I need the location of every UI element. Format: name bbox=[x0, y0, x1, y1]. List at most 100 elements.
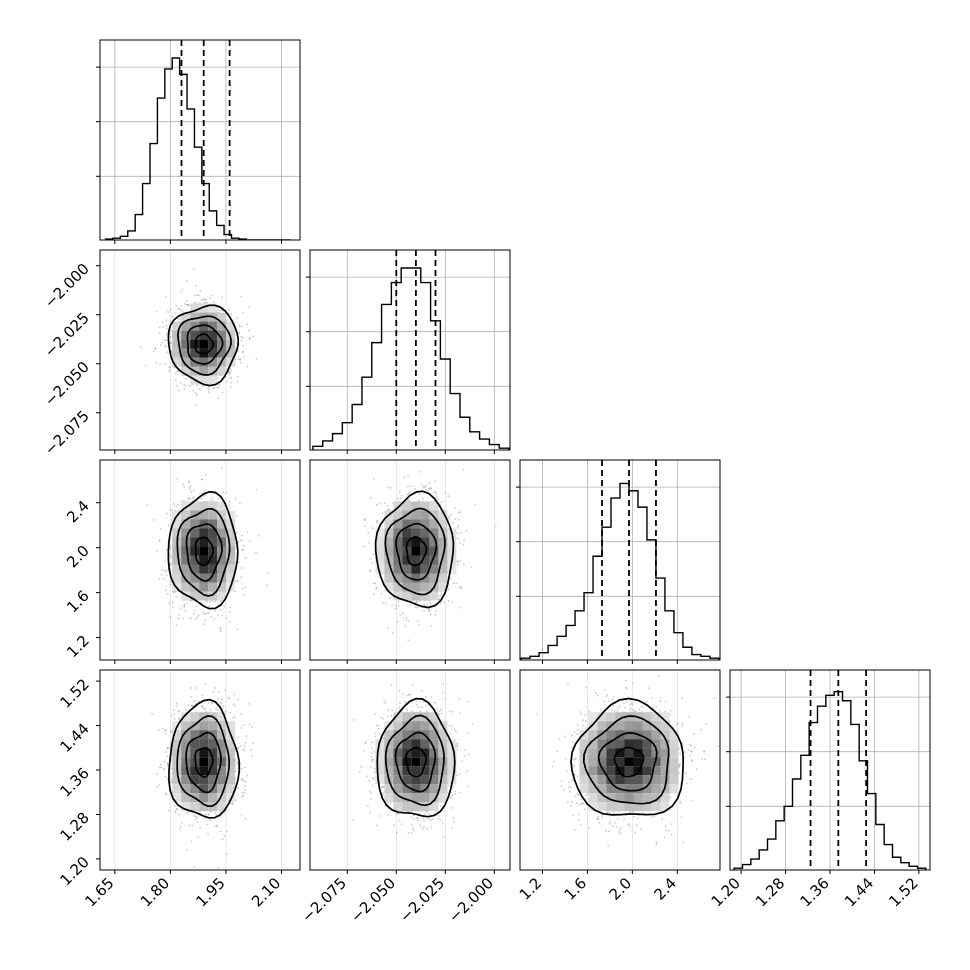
sample-point bbox=[459, 560, 462, 562]
sample-point bbox=[225, 616, 228, 619]
sample-point bbox=[208, 388, 210, 391]
sample-point bbox=[242, 311, 245, 314]
density-cell bbox=[199, 501, 209, 511]
sample-point bbox=[178, 614, 180, 616]
density-cell bbox=[420, 528, 430, 538]
sample-point bbox=[457, 537, 459, 540]
sample-point bbox=[164, 363, 167, 365]
density-cell bbox=[181, 348, 191, 358]
sample-point bbox=[248, 337, 251, 340]
density-cell bbox=[190, 519, 200, 529]
sample-point bbox=[201, 492, 204, 494]
sample-point bbox=[455, 582, 458, 585]
sample-point bbox=[201, 602, 203, 604]
sample-point bbox=[158, 578, 161, 581]
density-cell bbox=[384, 573, 394, 583]
histogram-step-line bbox=[520, 482, 720, 660]
density-cell bbox=[429, 564, 439, 574]
sample-point bbox=[204, 707, 207, 710]
sample-point bbox=[407, 639, 410, 641]
sample-point bbox=[229, 376, 232, 379]
sample-point bbox=[216, 604, 219, 606]
sample-point bbox=[397, 605, 400, 607]
contour-line bbox=[167, 304, 240, 387]
sample-point bbox=[255, 488, 258, 491]
sample-point bbox=[171, 315, 173, 318]
density-cell bbox=[199, 591, 209, 601]
sample-point bbox=[195, 617, 197, 620]
sample-point bbox=[195, 284, 198, 287]
sample-point bbox=[407, 485, 409, 488]
density-cell bbox=[429, 510, 439, 520]
sample-point bbox=[236, 628, 239, 631]
density-cell bbox=[172, 573, 182, 583]
sample-point bbox=[246, 365, 249, 368]
sample-point bbox=[195, 301, 198, 304]
sample-point bbox=[447, 600, 450, 602]
density-cell bbox=[226, 348, 236, 358]
sample-point bbox=[439, 602, 442, 605]
sample-point bbox=[410, 485, 413, 488]
sample-point bbox=[242, 350, 245, 353]
sample-point bbox=[163, 760, 166, 763]
sample-point bbox=[422, 485, 425, 487]
sample-point bbox=[398, 491, 401, 494]
sample-point bbox=[177, 370, 179, 373]
sample-point bbox=[174, 312, 177, 315]
sample-point bbox=[219, 600, 222, 603]
sample-point bbox=[188, 496, 191, 499]
sample-point bbox=[178, 308, 181, 310]
sample-point bbox=[178, 389, 180, 392]
density-cell bbox=[447, 564, 457, 574]
sample-point bbox=[242, 345, 245, 347]
sample-point bbox=[372, 593, 375, 595]
sample-point bbox=[440, 501, 443, 504]
density-cell bbox=[199, 510, 209, 520]
sample-point bbox=[417, 606, 419, 609]
sample-point bbox=[219, 630, 222, 632]
sample-point bbox=[241, 534, 244, 537]
sample-point bbox=[165, 295, 167, 298]
sample-point bbox=[230, 369, 232, 372]
sample-point bbox=[168, 366, 171, 369]
sample-point bbox=[430, 487, 432, 490]
density-cell bbox=[190, 573, 200, 583]
sample-point bbox=[173, 366, 176, 369]
sample-point bbox=[165, 319, 168, 322]
sample-point bbox=[226, 380, 229, 383]
density-cell bbox=[181, 546, 191, 556]
sample-point bbox=[241, 567, 243, 569]
sample-point bbox=[158, 766, 161, 769]
density-cell bbox=[411, 537, 421, 547]
sample-point bbox=[201, 298, 204, 301]
sample-point bbox=[192, 489, 195, 492]
density-peak-marker bbox=[199, 547, 208, 556]
sample-point bbox=[434, 613, 437, 616]
density-cell bbox=[402, 501, 412, 511]
sample-point bbox=[228, 370, 230, 373]
sample-point bbox=[194, 392, 197, 394]
sample-point bbox=[177, 617, 180, 620]
sample-point bbox=[196, 294, 199, 296]
sample-point bbox=[257, 534, 260, 537]
panel-frame bbox=[99, 249, 301, 451]
sample-point bbox=[216, 377, 219, 380]
sample-point bbox=[368, 541, 370, 544]
density-cell bbox=[172, 555, 182, 565]
density-cell bbox=[199, 573, 209, 583]
density-cell bbox=[208, 528, 218, 538]
sample-point bbox=[243, 593, 246, 596]
sample-point bbox=[193, 496, 195, 498]
sample-point bbox=[199, 827, 202, 829]
density-cell bbox=[208, 348, 218, 358]
sample-point bbox=[415, 601, 417, 604]
sample-point bbox=[209, 499, 212, 502]
sample-point bbox=[192, 389, 195, 392]
sample-point bbox=[375, 587, 378, 590]
sample-point bbox=[156, 550, 159, 552]
sample-point bbox=[172, 591, 175, 594]
sample-point bbox=[429, 604, 432, 607]
sample-point bbox=[249, 338, 251, 340]
sample-point bbox=[222, 707, 224, 710]
panel-frame bbox=[309, 459, 511, 661]
